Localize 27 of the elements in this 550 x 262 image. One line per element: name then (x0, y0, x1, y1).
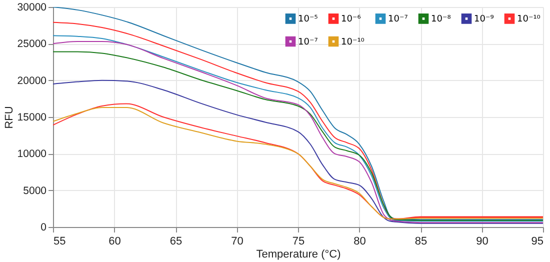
x-axis-title: Temperature (°C) (256, 248, 341, 260)
x-tick-label: 80 (354, 236, 366, 248)
legend-label: 10⁻⁵ (298, 14, 318, 25)
y-tick-label: 5000 (23, 184, 47, 197)
legend-label: 10⁻⁸ (431, 14, 452, 25)
y-tick-label: 0 (40, 222, 47, 234)
legend-label: 10⁻¹⁰ (341, 38, 365, 48)
x-tick-label: 85 (414, 236, 428, 248)
y-tick-label: 30000 (17, 2, 47, 14)
y-tick-label: 25000 (17, 38, 47, 50)
x-tick-label: 75 (292, 236, 305, 248)
y-axis-title: RFU (3, 106, 16, 129)
line-series (53, 80, 543, 224)
legend-label: 10⁻⁷ (388, 14, 408, 25)
x-tick-label: 65 (170, 236, 182, 248)
x-tick-label: 70 (231, 236, 244, 248)
x-tick-label: 95 (531, 236, 544, 248)
legend-label: 10⁻⁹ (474, 14, 494, 25)
x-tick-label: 55 (54, 236, 66, 248)
y-tick-label: 15000 (17, 112, 47, 124)
legend-label: 10⁻¹⁰ (517, 14, 541, 25)
x-tick-label: 60 (108, 236, 121, 248)
x-tick-label: 90 (476, 236, 488, 248)
y-tick-label: 20000 (17, 74, 47, 87)
legend-label: 10⁻⁶ (341, 14, 362, 25)
legend-label: 10⁻⁷ (298, 38, 318, 48)
y-tick-label: 10000 (17, 148, 47, 160)
